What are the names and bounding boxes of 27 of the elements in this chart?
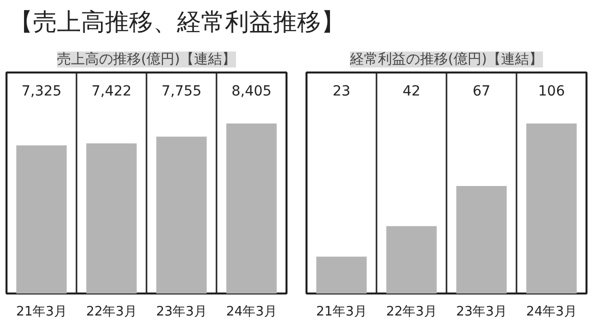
data-label: 67: [472, 84, 490, 100]
bar: [156, 136, 207, 294]
data-label: 7,755: [161, 84, 202, 100]
data-label: 106: [538, 84, 565, 100]
data-label: 23: [332, 84, 350, 100]
bar: [316, 256, 367, 294]
bar: [16, 145, 67, 294]
bar: [526, 124, 577, 294]
x-tick-label: 24年3月: [226, 304, 277, 320]
bar: [226, 124, 277, 294]
bar: [86, 143, 137, 294]
x-tick-label: 21年3月: [16, 304, 67, 320]
bar: [456, 186, 507, 294]
data-label: 7,422: [91, 84, 132, 100]
x-tick-label: 23年3月: [456, 304, 507, 320]
data-label: 8,405: [231, 84, 272, 100]
x-tick-label: 22年3月: [86, 304, 137, 320]
x-tick-label: 24年3月: [526, 304, 577, 320]
chart-subtitle: 経常利益の推移(億円)【連結】: [349, 52, 543, 68]
bar: [386, 226, 437, 294]
data-label: 42: [402, 84, 420, 100]
x-tick-label: 23年3月: [156, 304, 207, 320]
x-tick-label: 22年3月: [386, 304, 437, 320]
chart-subtitle: 売上高の推移(億円)【連結】: [57, 52, 236, 68]
x-tick-label: 21年3月: [316, 304, 367, 320]
chart-title: 【売上高推移、経常利益推移】: [9, 7, 345, 38]
data-label: 7,325: [21, 84, 62, 100]
